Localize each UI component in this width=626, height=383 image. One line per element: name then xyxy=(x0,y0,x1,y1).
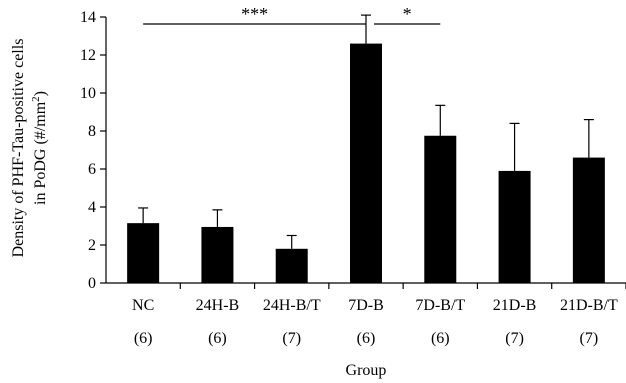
y-tick-label: 2 xyxy=(88,237,96,254)
sample-size-label: (6) xyxy=(431,330,450,347)
y-axis-label-line1: Density of PHF-Tau-positive cells xyxy=(10,39,27,258)
y-axis-label-line2-prefix: in PoDG (#/mm xyxy=(32,101,49,205)
category-label: 24H-B xyxy=(196,297,240,314)
sample-size-label: (6) xyxy=(134,330,153,347)
x-axis xyxy=(106,282,626,289)
y-axis-label-line2-sup: 2 xyxy=(30,96,42,102)
sample-size-label: (6) xyxy=(357,330,376,347)
category-label: 21D-B xyxy=(493,297,537,314)
y-tick-label: 10 xyxy=(80,85,96,102)
sample-size-label: (7) xyxy=(505,330,524,347)
significance-brackets: *** * xyxy=(143,4,441,25)
x-axis-label: Group xyxy=(346,362,387,379)
category-label: 7D-B xyxy=(348,297,384,314)
bar-24h-b xyxy=(201,226,234,283)
y-tick-label: 8 xyxy=(88,123,96,140)
y-tick-label: 4 xyxy=(88,199,96,216)
significance-label: *** xyxy=(241,4,268,24)
category-label: 24H-B/T xyxy=(263,297,321,314)
category-label: NC xyxy=(132,297,154,314)
y-tick-label: 14 xyxy=(80,9,96,26)
bar-7d-b xyxy=(350,43,382,283)
y-axis: 0 2 4 6 8 10 12 14 xyxy=(80,9,107,292)
category-label: 21D-B/T xyxy=(560,297,618,314)
y-axis-title: Density of PHF-Tau-positive cells in PoD… xyxy=(10,39,49,258)
bar-21d-b xyxy=(498,170,531,283)
bar-nc xyxy=(127,223,160,283)
significance-label: * xyxy=(403,4,412,24)
sample-size-label: (7) xyxy=(580,330,599,347)
y-tick-label: 12 xyxy=(80,47,96,64)
bar-24h-b-t xyxy=(275,248,308,283)
y-axis-label-line2: in PoDG (#/mm2) xyxy=(30,91,49,205)
bars xyxy=(127,14,605,283)
y-axis-label-line2-suffix: ) xyxy=(32,91,49,96)
y-tick-label: 0 xyxy=(88,275,96,292)
bar-7d-b-t xyxy=(424,135,457,283)
y-tick-label: 6 xyxy=(88,161,96,178)
bar-21d-b-t xyxy=(572,157,605,283)
category-labels: NC (6) 24H-B (6) 24H-B/T (7) 7D-B (6) 7D-B/T (6) 2… xyxy=(132,297,618,347)
sample-size-label: (7) xyxy=(282,330,301,347)
sample-size-label: (6) xyxy=(208,330,227,347)
category-label: 7D-B/T xyxy=(415,297,465,314)
